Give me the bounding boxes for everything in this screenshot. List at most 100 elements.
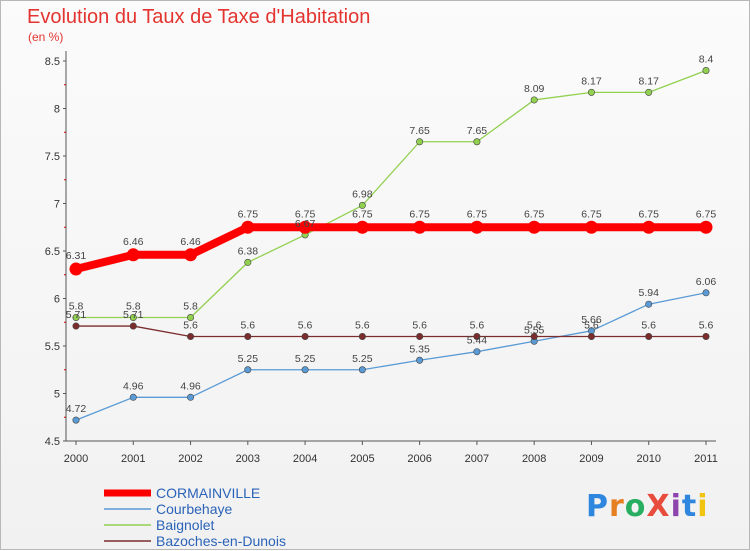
data-label: 8.17 (581, 75, 602, 87)
x-tick-label: 2003 (236, 453, 260, 465)
data-point (645, 332, 653, 340)
data-label: 5.6 (584, 320, 599, 332)
data-point (298, 220, 312, 234)
data-labels-layer: 4.724.96 4.965.25 5.25 5.255.355.445.555.66… (66, 54, 717, 416)
data-label: 8.4 (699, 54, 714, 66)
data-point (358, 332, 366, 340)
data-label: 5.8 (126, 301, 141, 313)
data-point (416, 138, 424, 146)
x-tick-label: 2008 (522, 453, 546, 465)
data-label: 7.65 (467, 125, 488, 137)
x-tick-label: 2004 (293, 453, 317, 465)
data-label: 5.55 (524, 324, 545, 336)
data-point (527, 220, 541, 234)
data-label: 6.75 (238, 208, 259, 220)
y-tick-label: 8.5 (45, 56, 60, 68)
y-tick-label: 8 (54, 104, 60, 116)
data-label: 8.17 (639, 75, 660, 87)
data-point (645, 300, 653, 308)
data-label: 5.25 (352, 353, 373, 365)
data-label: 5.94 (639, 287, 660, 299)
legend-label: Courbehaye (156, 501, 232, 517)
data-point (470, 220, 484, 234)
data-label: 5.6 (527, 320, 542, 332)
data-label: 6.46 (123, 236, 144, 248)
data-point (301, 332, 309, 340)
logo-letter: t (681, 489, 698, 524)
data-label: 5.6 (355, 320, 370, 332)
data-point (530, 332, 538, 340)
logo-letter: i (670, 489, 682, 524)
data-label: 6.75 (295, 208, 316, 220)
data-point (413, 220, 427, 234)
data-label: 6.31 (66, 250, 87, 262)
data-label: 5.6 (298, 320, 313, 332)
data-label: 7.65 (409, 125, 430, 137)
x-tick-label: 2006 (407, 453, 431, 465)
data-label: 6.75 (352, 208, 373, 220)
data-label: 5.6 (470, 320, 485, 332)
data-point (699, 220, 713, 234)
legend: CORMAINVILLECourbehayeBaignoletBazoches-… (104, 485, 286, 549)
data-label: 6.98 (352, 188, 373, 200)
legend-label: CORMAINVILLE (156, 485, 260, 501)
data-point (244, 258, 252, 266)
data-point (187, 313, 195, 321)
data-point (241, 220, 255, 234)
legend-label: Bazoches-en-Dunois (156, 533, 286, 549)
x-tick-label: 2011 (694, 453, 718, 465)
proxiti-logo: ProXiti (586, 489, 709, 524)
data-label: 5.25 (295, 353, 316, 365)
data-point (642, 220, 656, 234)
chart-subtitle: (en %) (28, 30, 64, 44)
y-tick-label: 4.5 (45, 436, 60, 448)
logo-letter: X (646, 489, 671, 524)
y-tick-label: 7 (54, 199, 60, 211)
series-line (75, 325, 707, 338)
data-label: 5.25 (238, 353, 259, 365)
chart-title: Evolution du Taux de Taxe d'Habitation (27, 6, 371, 28)
x-tick-label: 2007 (465, 453, 489, 465)
series-line (75, 292, 707, 421)
data-point (587, 332, 595, 340)
data-point (416, 356, 424, 364)
data-point (702, 67, 710, 75)
data-label: 5.6 (699, 320, 714, 332)
data-label: 8.09 (524, 83, 545, 95)
series-line (72, 223, 710, 274)
data-label: 5.35 (409, 343, 430, 355)
data-point (69, 262, 83, 276)
data-label: 6.75 (524, 208, 545, 220)
data-label: 6.75 (639, 208, 660, 220)
logo-letter: P (586, 489, 609, 524)
logo-letter: i (697, 489, 709, 524)
data-label: 6.67 (295, 218, 316, 230)
data-point (416, 332, 424, 340)
data-label: 4.96 (123, 380, 144, 392)
data-point (244, 332, 252, 340)
data-point (473, 332, 481, 340)
data-label: 5.6 (412, 320, 427, 332)
data-label: 4.96 (180, 380, 201, 392)
data-label: 5.44 (467, 335, 488, 347)
data-point (187, 332, 195, 340)
data-point (473, 348, 481, 356)
data-label: 5.6 (641, 320, 656, 332)
x-tick-label: 2001 (121, 453, 145, 465)
data-point (358, 366, 366, 374)
data-point (72, 416, 80, 424)
x-tick-label: 2005 (350, 453, 374, 465)
data-point (129, 313, 137, 321)
data-label: 5.8 (183, 301, 198, 313)
data-point (187, 393, 195, 401)
data-label: 5.8 (69, 301, 84, 313)
data-point (473, 138, 481, 146)
data-label: 6.38 (238, 245, 259, 257)
data-point (587, 88, 595, 96)
data-label: 5.6 (241, 320, 256, 332)
series-line (75, 69, 707, 319)
logo-letter: o (624, 489, 647, 524)
data-label: 6.75 (409, 208, 430, 220)
data-point (244, 366, 252, 374)
